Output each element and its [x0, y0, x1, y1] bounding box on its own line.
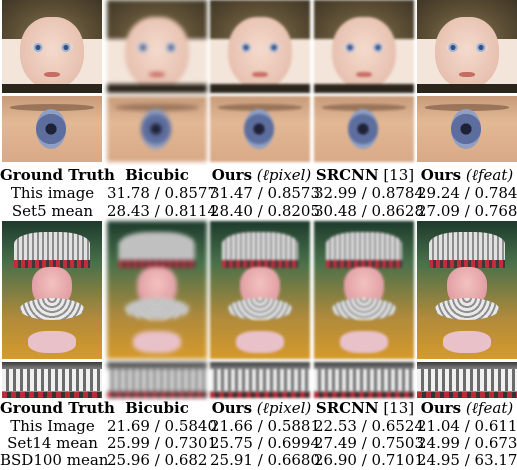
table-cell: 27.49 / 0.7503	[314, 434, 425, 452]
hat-crop-ours-feat	[417, 362, 517, 398]
header-ours-pixel: Ours (ℓpixel)	[211, 166, 312, 184]
table-cell: 22.53 / 0.6524	[314, 417, 425, 435]
eye-crop-ours-pixel	[210, 96, 310, 162]
table-cell: 28.43 / 0.8114	[107, 202, 218, 220]
girl-photo-ground-truth	[2, 221, 102, 359]
eye-crop-ours-feat	[417, 96, 517, 162]
table1-row: Set5 mean 28.43 / 0.8114 28.40 / 0.8205 …	[0, 201, 517, 221]
hat-crop-bicubic	[107, 362, 207, 398]
header-bicubic: Bicubic	[125, 166, 189, 184]
header-row-2: Ground Truth Bicubic Ours (ℓpixel) SRCNN…	[0, 398, 517, 418]
table-cell: 24.99 / 0.6731	[417, 434, 517, 452]
hat-crop-ours-pixel	[210, 362, 310, 398]
row-label: This image	[10, 184, 95, 202]
table-cell: 31.47 / 0.8573	[210, 184, 321, 202]
table-cell: 21.69 / 0.5840	[107, 417, 218, 435]
table-cell: 30.48 / 0.8628	[314, 202, 425, 220]
baby-photo-bicubic	[107, 0, 207, 93]
row-label: BSD100 mean	[0, 451, 109, 469]
table-cell: 25.96 / 0.682	[107, 451, 208, 469]
table-cell: 25.99 / 0.7301	[107, 434, 218, 452]
table-cell: 27.09 / 0.7680	[417, 202, 517, 220]
table-cell: 21.66 / 0.5881	[210, 417, 321, 435]
eye-crop-srcnn	[314, 96, 414, 162]
table-cell: 25.91 / 0.6680	[210, 451, 321, 469]
table1-row: This image 31.78 / 0.8577 31.47 / 0.8573…	[0, 183, 517, 203]
table-cell: 24.95 / 63.17	[417, 451, 517, 469]
table2-row: BSD100 mean 25.96 / 0.682 25.91 / 0.6680…	[0, 450, 517, 470]
row-label: This Image	[10, 417, 95, 435]
row-label: Set5 mean	[11, 202, 94, 220]
hat-crop-ground-truth	[2, 362, 102, 398]
header-row-1: Ground Truth Bicubic Ours (ℓpixel) SRCNN…	[0, 165, 517, 185]
header-ground-truth: Ground Truth	[0, 166, 115, 184]
girl-photo-srcnn	[314, 221, 414, 359]
header-srcnn: SRCNN [13]	[315, 399, 415, 417]
header-ours-pixel: Ours (ℓpixel)	[211, 399, 312, 417]
table-cell: 32.99 / 0.8784	[314, 184, 425, 202]
baby-photo-ours-feat	[417, 0, 517, 93]
header-ours-feat: Ours (ℓfeat)	[420, 399, 514, 417]
table-cell: 29.24 / 0.7841	[417, 184, 517, 202]
table2-row: Set14 mean 25.99 / 0.7301 25.75 / 0.6994…	[0, 433, 517, 453]
header-bicubic: Bicubic	[125, 399, 189, 417]
baby-photo-ground-truth	[2, 0, 102, 93]
row-label: Set14 mean	[7, 434, 98, 452]
girl-photo-ours-feat	[417, 221, 517, 359]
eye-crop-bicubic	[107, 96, 207, 162]
header-srcnn: SRCNN [13]	[315, 166, 415, 184]
header-ground-truth: Ground Truth	[0, 399, 115, 417]
hat-crop-srcnn	[314, 362, 414, 398]
baby-photo-srcnn	[314, 0, 414, 93]
table2-row: This Image 21.69 / 0.5840 21.66 / 0.5881…	[0, 416, 517, 436]
girl-photo-bicubic	[107, 221, 207, 359]
table-cell: 25.75 / 0.6994	[210, 434, 321, 452]
table-cell: 26.90 / 0.7101	[314, 451, 425, 469]
table-cell: 31.78 / 0.8577	[107, 184, 218, 202]
girl-photo-ours-pixel	[210, 221, 310, 359]
eye-crop-ground-truth	[2, 96, 102, 162]
table-cell: 21.04 / 0.6116	[417, 417, 517, 435]
baby-photo-ours-pixel	[210, 0, 310, 93]
header-ours-feat: Ours (ℓfeat)	[420, 166, 514, 184]
table-cell: 28.40 / 0.8205	[210, 202, 321, 220]
